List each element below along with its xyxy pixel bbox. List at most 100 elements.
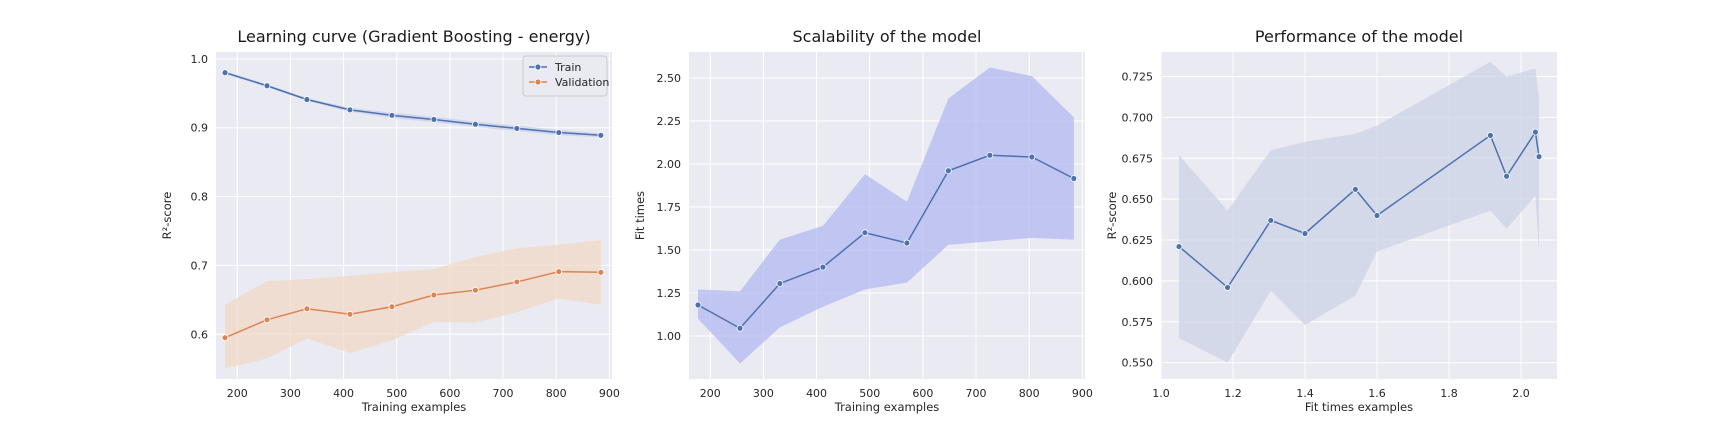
y-tick-label: 0.550 xyxy=(1122,357,1154,370)
y-tick-label: 1.50 xyxy=(657,244,682,257)
x-tick-label: 1.2 xyxy=(1224,387,1242,400)
chart-title: Scalability of the model xyxy=(793,27,982,46)
data-point xyxy=(694,301,702,309)
confidence-band xyxy=(225,239,601,369)
data-point xyxy=(303,305,311,313)
x-tick-label: 2.0 xyxy=(1512,387,1530,400)
data-point xyxy=(513,125,521,132)
data-point xyxy=(388,303,396,311)
y-tick-label: 1.00 xyxy=(657,330,682,343)
y-tick-label: 2.25 xyxy=(657,115,682,128)
chart-title: Performance of the model xyxy=(1255,27,1463,46)
data-point xyxy=(513,278,521,286)
y-tick-label: 0.700 xyxy=(1122,111,1154,124)
y-axis-label: R²-score xyxy=(160,192,174,240)
data-point xyxy=(430,291,438,299)
x-tick-label: 400 xyxy=(806,387,827,400)
data-point xyxy=(303,96,311,103)
series-line xyxy=(224,71,601,137)
x-tick-label: 500 xyxy=(386,387,407,400)
chart-panel-3: 1.0 1.2 1.4 1.6 1.8 2.0 0.550 0.575 0.600 0.625 0.… xyxy=(1105,27,1557,414)
data-point xyxy=(1487,131,1494,139)
y-tick-label: 2.00 xyxy=(657,158,682,171)
x-tick-label: 900 xyxy=(1072,387,1093,400)
legend-box xyxy=(522,55,608,97)
data-point xyxy=(471,120,479,128)
x-tick-label: 200 xyxy=(227,387,248,400)
y-tick-label: 0.575 xyxy=(1122,316,1154,329)
x-tick-label: 1.6 xyxy=(1368,387,1386,400)
x-tick-label: 800 xyxy=(1019,387,1040,400)
confidence-band xyxy=(698,67,1074,364)
data-point xyxy=(1373,212,1381,219)
data-point xyxy=(1070,175,1078,182)
data-point xyxy=(903,239,911,247)
data-point xyxy=(430,116,438,123)
legend-label: Validation xyxy=(555,76,609,89)
x-tick-label: 700 xyxy=(493,387,514,400)
y-tick-label: 2.50 xyxy=(657,72,682,85)
y-tick-label: 0.8 xyxy=(191,191,209,204)
y-tick-label: 1.25 xyxy=(657,287,682,300)
series-line xyxy=(224,270,601,339)
data-point xyxy=(471,286,479,294)
x-tick-label: 600 xyxy=(439,387,460,400)
data-point xyxy=(1224,284,1231,291)
data-point xyxy=(555,129,563,136)
x-axis-label: Training examples xyxy=(361,400,467,414)
y-tick-label: 0.600 xyxy=(1122,275,1154,288)
data-point xyxy=(597,131,605,139)
confidence-band xyxy=(1179,61,1539,363)
x-tick-label: 900 xyxy=(599,387,620,400)
chart-panel-1: 200 300 400 500 600 700 800 900 0.6 0.7 0.8 0.9 1.0 L… xyxy=(160,27,620,414)
data-point xyxy=(1175,243,1183,250)
data-point xyxy=(263,316,271,324)
data-point xyxy=(944,167,952,175)
x-tick-label: 600 xyxy=(912,387,933,400)
data-point xyxy=(221,69,229,77)
data-point xyxy=(1532,128,1539,136)
legend-marker xyxy=(534,63,542,71)
data-point xyxy=(346,106,354,114)
y-tick-label: 0.675 xyxy=(1122,152,1154,165)
x-tick-label: 300 xyxy=(280,387,301,400)
data-point xyxy=(555,268,563,276)
data-point xyxy=(776,280,784,287)
legend: Train Validation xyxy=(522,55,609,97)
data-point xyxy=(736,324,744,332)
x-tick-label: 1.4 xyxy=(1296,387,1314,400)
data-point xyxy=(986,151,994,159)
series-line xyxy=(697,154,1075,330)
x-tick-label: 1.0 xyxy=(1152,387,1170,400)
y-tick-label: 1.75 xyxy=(657,201,682,214)
data-point xyxy=(819,263,827,271)
chart-panel-2: 200 300 400 500 600 700 800 900 1.00 1.25 1.50 1.75… xyxy=(633,27,1093,414)
y-axis-label: R²-score xyxy=(1105,192,1119,240)
data-point xyxy=(861,229,869,237)
data-point xyxy=(263,82,271,90)
y-axis-label: Fit times xyxy=(633,191,647,240)
x-tick-label: 1.8 xyxy=(1440,387,1458,400)
y-tick-label: 0.625 xyxy=(1122,234,1154,247)
data-point xyxy=(1267,217,1275,224)
x-axis-label: Fit times examples xyxy=(1305,400,1413,414)
y-tick-label: 0.7 xyxy=(191,259,209,272)
x-tick-label: 200 xyxy=(700,387,721,400)
data-point xyxy=(597,268,605,276)
data-point xyxy=(1028,153,1036,161)
y-tick-label: 0.650 xyxy=(1122,193,1154,206)
x-tick-label: 400 xyxy=(333,387,354,400)
data-point xyxy=(388,111,396,119)
chart-title: Learning curve (Gradient Boosting - ener… xyxy=(237,27,590,46)
x-tick-label: 700 xyxy=(966,387,987,400)
y-tick-label: 0.725 xyxy=(1122,71,1154,84)
legend-marker xyxy=(534,78,542,86)
series-line xyxy=(1178,130,1540,289)
data-point xyxy=(1535,153,1543,161)
y-tick-label: 0.9 xyxy=(191,122,209,135)
x-tick-label: 800 xyxy=(546,387,567,400)
data-point xyxy=(1301,230,1309,237)
x-tick-label: 500 xyxy=(859,387,880,400)
x-axis-label: Training examples xyxy=(834,400,940,414)
